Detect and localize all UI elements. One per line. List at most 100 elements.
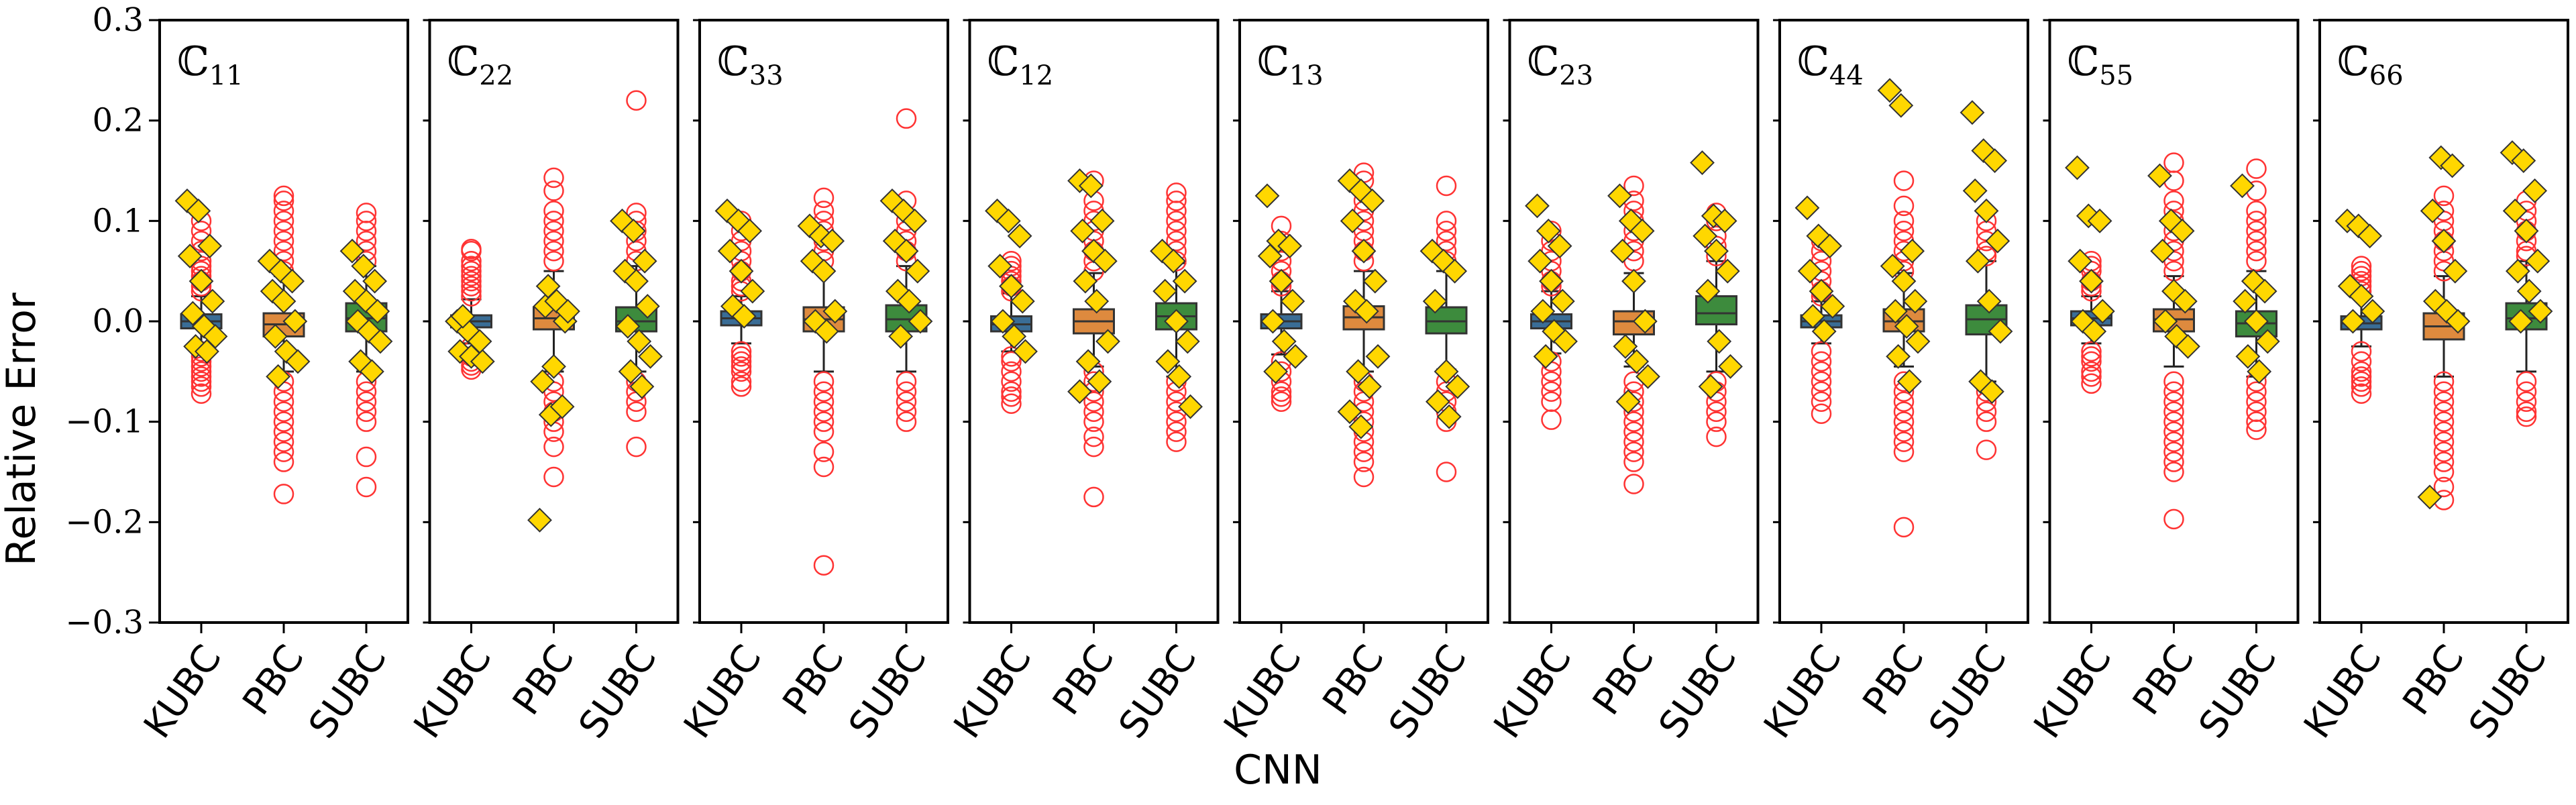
outlier-point xyxy=(191,221,212,241)
diamond-point xyxy=(2357,223,2383,249)
outlier-point xyxy=(1271,391,1292,412)
outlier-point xyxy=(1893,170,1915,191)
outlier-point xyxy=(543,466,564,488)
diamond-point xyxy=(1635,364,1660,389)
diamond-point xyxy=(888,324,914,349)
diamond-point xyxy=(1542,319,1567,344)
outlier-point xyxy=(1893,211,1915,231)
diamond-point xyxy=(1167,364,1192,389)
outlier-point xyxy=(2246,158,2267,179)
diamond-point xyxy=(2360,299,2385,324)
diamond-point xyxy=(2431,228,2457,254)
panel-title: ℂ11 xyxy=(177,38,244,91)
outlier-point xyxy=(461,270,482,292)
diamond-point xyxy=(1073,268,1098,294)
outlier-point xyxy=(2351,371,2372,392)
diamond-point xyxy=(902,208,928,233)
diamond-point xyxy=(896,288,922,314)
outlier-point xyxy=(1811,371,1832,392)
panel-title-symbol: ℂ xyxy=(717,38,749,85)
outlier-point xyxy=(2351,351,2372,372)
outlier-point xyxy=(1976,439,1997,460)
outlier-point xyxy=(2433,401,2455,422)
box-pbc: PBC xyxy=(2125,152,2202,723)
diamond-point xyxy=(197,233,223,259)
diamond-point xyxy=(1436,404,1462,429)
diamond-point xyxy=(1269,268,1294,294)
outlier-point xyxy=(1623,431,1644,452)
outlier-point xyxy=(1623,451,1644,472)
outlier-point xyxy=(2351,376,2372,397)
diamond-point xyxy=(1800,304,1825,329)
x-tick-label: PBC xyxy=(774,637,853,723)
diamond-point xyxy=(1988,319,2013,344)
diamond-point xyxy=(1894,314,1919,339)
outlier-point xyxy=(896,371,917,392)
box-subc: SUBC xyxy=(570,90,665,747)
box-kubc: KUBC xyxy=(1486,193,1580,746)
diamond-point xyxy=(1002,324,1027,349)
diamond-point xyxy=(2508,309,2534,334)
outlier-point xyxy=(2516,391,2537,412)
diamond-point xyxy=(2511,148,2536,173)
diamond-point xyxy=(1712,208,1737,233)
diamond-point xyxy=(2514,218,2539,244)
y-tick-label: 0.2 xyxy=(93,102,144,140)
diamond-point xyxy=(717,238,743,264)
outlier-point xyxy=(813,381,835,402)
diamond-point xyxy=(1817,233,1843,259)
diamond-point xyxy=(1434,359,1459,384)
diamond-point xyxy=(1974,198,1999,223)
diamond-point xyxy=(882,228,908,254)
diamond-point xyxy=(530,369,555,394)
diamond-point xyxy=(822,299,848,324)
outlier-point xyxy=(896,391,917,412)
diamond-point xyxy=(2440,153,2465,178)
diamond-point xyxy=(280,268,305,294)
outlier-point xyxy=(2163,431,2184,452)
outlier-point xyxy=(813,401,835,422)
outlier-point xyxy=(1353,441,1375,462)
diamond-point xyxy=(737,218,763,244)
outlier-point xyxy=(273,484,294,504)
outlier-point xyxy=(273,441,294,462)
diamond-point xyxy=(797,213,822,239)
diamond-point xyxy=(1070,218,1095,244)
diamond-point xyxy=(2172,288,2198,314)
diamond-point xyxy=(1880,254,1905,279)
diamond-point xyxy=(1718,354,1743,379)
panel-title-symbol: ℂ xyxy=(987,38,1020,85)
outlier-point xyxy=(813,371,835,392)
diamond-point xyxy=(1695,278,1721,304)
outlier-point xyxy=(273,431,294,452)
outlier-point xyxy=(1623,441,1644,462)
outlier-point xyxy=(356,401,377,422)
outlier-point xyxy=(191,383,212,405)
diamond-point xyxy=(1254,183,1280,209)
diamond-point xyxy=(1067,168,1092,193)
diamond-point xyxy=(1007,223,1032,249)
box-pbc: PBC xyxy=(1854,78,1933,723)
x-tick-label: SUBC xyxy=(570,637,665,747)
diamond-point xyxy=(1087,369,1112,394)
outlier-point xyxy=(2163,411,2184,432)
diamond-point xyxy=(1283,343,1308,369)
diamond-point xyxy=(1613,334,1638,359)
diamond-point xyxy=(339,238,365,264)
panel-title-symbol: ℂ xyxy=(447,38,480,85)
panel-title-subscript: 66 xyxy=(2369,60,2404,91)
diamond-point xyxy=(2176,334,2200,359)
diamond-point xyxy=(621,218,646,244)
x-tick-label: PBC xyxy=(1585,637,1663,723)
outlier-point xyxy=(1541,391,1562,412)
outlier-point xyxy=(1623,175,1644,197)
panel-title-symbol: ℂ xyxy=(1797,38,1829,85)
panel-title-symbol: ℂ xyxy=(1257,38,1289,85)
outlier-point xyxy=(2163,371,2184,392)
panel-title-subscript: 13 xyxy=(1289,60,1324,91)
outlier-point xyxy=(731,346,752,367)
diamond-point xyxy=(1348,414,1374,439)
outlier-point xyxy=(1811,381,1832,402)
